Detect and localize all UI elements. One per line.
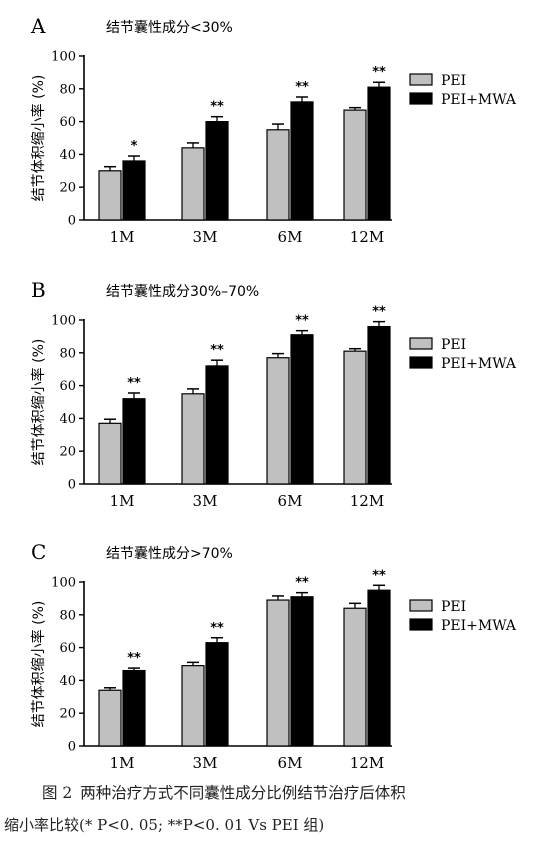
x-tick-label: 3M (193, 492, 218, 510)
bar-pei (343, 350, 367, 485)
panel-label: B (31, 278, 46, 302)
significance-marker: ** (295, 80, 309, 95)
significance-marker: ** (210, 343, 224, 358)
x-tick-label: 3M (193, 754, 218, 772)
chart-panel-a: A 结节囊性成分<30% 结节体积缩小率 (%) 0 20 40 60 80 100 * 1M ** 3… (30, 14, 517, 246)
x-tick-label: 3M (193, 228, 218, 246)
significance-marker: ** (372, 65, 386, 80)
bar-pei-mwa (367, 86, 391, 221)
legend-label: PEI (441, 73, 466, 89)
bar-pei-mwa (122, 160, 146, 221)
y-tick-label: 60 (59, 115, 76, 130)
caption-text-1: 两种治疗方式不同囊性成分比例结节治疗后体积 (80, 784, 406, 802)
y-tick-label: 80 (59, 608, 76, 623)
bar-pei (266, 357, 290, 485)
y-tick-label: 0 (68, 740, 76, 755)
y-tick-label: 60 (59, 379, 76, 394)
bar-pei-mwa (205, 120, 229, 221)
figure-label: 图 2 (42, 784, 73, 802)
y-tick-label: 80 (59, 346, 76, 361)
legend-swatch-pei-mwa (409, 92, 433, 105)
bar-pei (98, 689, 122, 747)
y-tick-label: 100 (51, 314, 76, 329)
bar-pei-mwa (290, 334, 314, 485)
y-tick-label: 40 (59, 412, 76, 427)
y-axis-label: 结节体积缩小率 (%) (30, 75, 47, 202)
caption-line-2: 缩小率比较(* P<0. 05; **P<0. 01 Vs PEI 组) (4, 816, 325, 834)
legend-label: PEI (441, 337, 466, 353)
bar-pei (266, 129, 290, 221)
y-tick-label: 100 (51, 576, 76, 591)
significance-marker: ** (210, 100, 224, 115)
caption-line-1: 图 2 两种治疗方式不同囊性成分比例结节治疗后体积 (42, 778, 414, 808)
chart-panel-c: C 结节囊性成分>70% 结节体积缩小率 (%) 0 20 40 60 80 100 ** 1M **… (30, 540, 517, 772)
x-tick-label: 6M (278, 492, 303, 510)
bar-pei-mwa (205, 642, 229, 747)
y-tick-label: 40 (59, 674, 76, 689)
legend-swatch-pei (409, 599, 433, 612)
panel-label: C (31, 540, 46, 564)
bar-pei (181, 665, 205, 747)
bar-pei-mwa (122, 398, 146, 485)
x-tick-label: 6M (278, 228, 303, 246)
legend-swatch-pei (409, 337, 433, 350)
significance-marker: ** (127, 376, 141, 391)
x-tick-label: 1M (110, 492, 135, 510)
panel-label: A (30, 14, 46, 38)
significance-marker: ** (372, 568, 386, 583)
y-tick-label: 20 (59, 707, 76, 722)
legend-swatch-pei-mwa (409, 356, 433, 369)
bar-pei (343, 109, 367, 221)
legend-swatch-pei-mwa (409, 618, 433, 631)
legend-label: PEI+MWA (441, 92, 517, 108)
bar-pei (98, 422, 122, 485)
y-tick-label: 20 (59, 181, 76, 196)
figure-canvas: A 结节囊性成分<30% 结节体积缩小率 (%) 0 20 40 60 80 100 * 1M ** 3… (30, 14, 517, 772)
chart-title: 结节囊性成分30%–70% (106, 283, 259, 300)
bar-pei-mwa (290, 101, 314, 221)
bar-pei (181, 393, 205, 485)
bar-pei-mwa (367, 325, 391, 485)
y-axis-label: 结节体积缩小率 (%) (30, 339, 47, 466)
x-tick-label: 6M (278, 754, 303, 772)
bar-pei (181, 147, 205, 221)
y-tick-label: 100 (51, 50, 76, 65)
y-tick-label: 80 (59, 82, 76, 97)
chart-title: 结节囊性成分>70% (106, 545, 233, 562)
y-tick-label: 40 (59, 148, 76, 163)
bar-pei (266, 599, 290, 747)
significance-marker: ** (295, 314, 309, 329)
significance-marker: * (131, 139, 138, 154)
significance-marker: ** (295, 576, 309, 591)
chart-panel-b: B 结节囊性成分30%–70% 结节体积缩小率 (%) 0 20 40 60 80 100 ** 1… (30, 278, 517, 510)
bar-pei-mwa (122, 669, 146, 747)
bar-pei-mwa (290, 596, 314, 747)
bar-pei (343, 607, 367, 747)
x-tick-label: 1M (110, 754, 135, 772)
y-tick-label: 20 (59, 445, 76, 460)
bar-pei-mwa (367, 589, 391, 747)
x-tick-label: 12M (350, 754, 384, 772)
significance-marker: ** (127, 651, 141, 666)
significance-marker: ** (210, 621, 224, 636)
bar-pei (98, 170, 122, 221)
significance-marker: ** (372, 305, 386, 320)
x-tick-label: 12M (350, 492, 384, 510)
x-tick-label: 1M (110, 228, 135, 246)
legend-label: PEI+MWA (441, 618, 517, 634)
legend-swatch-pei (409, 73, 433, 86)
x-tick-label: 12M (350, 228, 384, 246)
y-axis-label: 结节体积缩小率 (%) (30, 601, 47, 728)
y-tick-label: 0 (68, 214, 76, 229)
chart-title: 结节囊性成分<30% (106, 19, 233, 36)
legend-label: PEI+MWA (441, 356, 517, 372)
bar-pei-mwa (205, 365, 229, 485)
legend-label: PEI (441, 599, 466, 615)
y-tick-label: 0 (68, 478, 76, 493)
y-tick-label: 60 (59, 641, 76, 656)
